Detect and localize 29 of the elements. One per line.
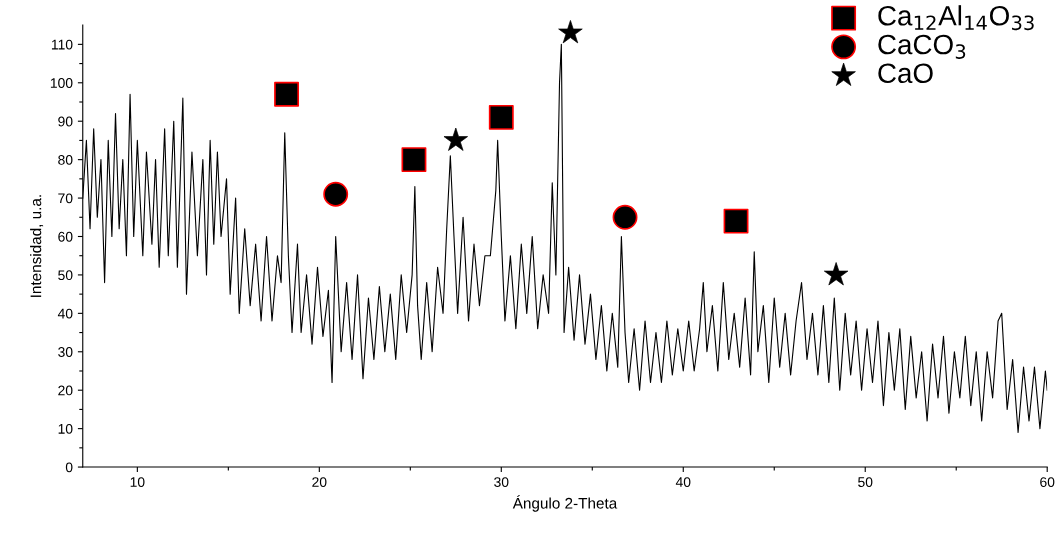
- x-tick-label: 60: [1040, 477, 1055, 487]
- x-tick-label: 20: [312, 477, 327, 487]
- point: [274, 81, 300, 107]
- point: [488, 104, 514, 130]
- x-axis-title: Ángulo 2-Theta: [512, 495, 618, 512]
- legend-label: Ca$_{12}$Al$_{14}$O$_{33}$: [878, 5, 1034, 31]
- point: [323, 181, 349, 207]
- x-tick-label: 30: [494, 477, 509, 487]
- y-tick-label: 90: [58, 116, 73, 127]
- legend-label: CaCO$_{3}$: [878, 34, 966, 59]
- y-tick-label: 110: [51, 39, 73, 50]
- y-tick-label: 80: [58, 154, 73, 165]
- y-tick-label: 50: [58, 270, 73, 281]
- point: [723, 208, 749, 234]
- point: [401, 147, 427, 173]
- y-tick-label: 10: [58, 423, 73, 434]
- y-tick-label: 70: [58, 193, 73, 204]
- x-tick-label: 10: [130, 477, 145, 487]
- y-tick-label: 40: [57, 308, 73, 319]
- y-tick-label: 0: [65, 462, 73, 473]
- point: [612, 204, 638, 230]
- y-tick-label: 60: [58, 231, 73, 242]
- y-tick-label: 100: [50, 78, 73, 88]
- y-tick-label: 20: [58, 385, 73, 396]
- legend-label: CaO: [878, 63, 933, 84]
- y-tick-label: 30: [58, 347, 73, 357]
- x-tick-label: 50: [858, 477, 873, 487]
- y-axis-title: Intensidad, u.a.: [30, 195, 44, 297]
- x-tick-label: 40: [675, 477, 691, 487]
